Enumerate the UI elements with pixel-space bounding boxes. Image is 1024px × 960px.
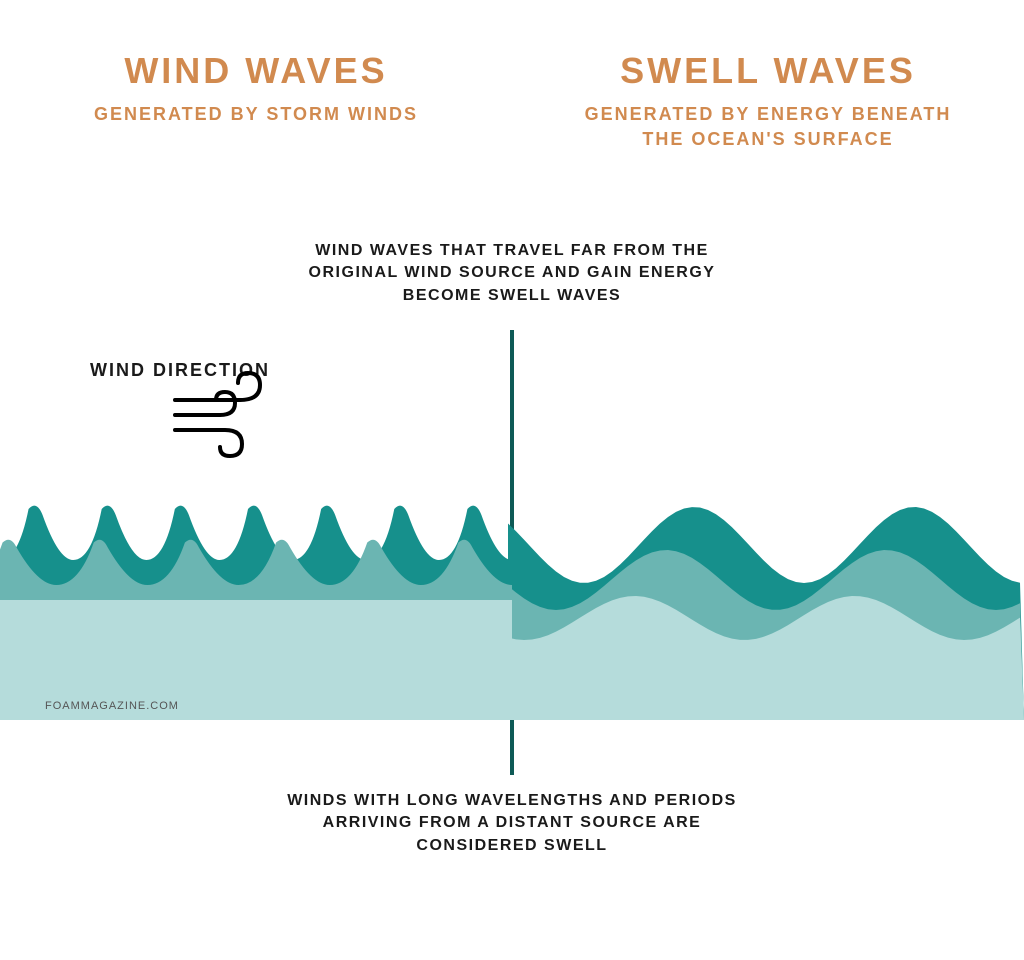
- right-subtitle: GENERATED BY ENERGY BENEATH THE OCEAN'S …: [512, 102, 1024, 152]
- right-header: SWELL WAVES GENERATED BY ENERGY BENEATH …: [512, 50, 1024, 152]
- attribution-text: FOAMMAGAZINE.COM: [45, 700, 179, 712]
- mid-bottom-text: WINDS WITH LONG WAVELENGTHS AND PERIODS …: [287, 790, 737, 857]
- left-title: WIND WAVES: [0, 50, 512, 92]
- wave-illustration: [0, 490, 1024, 720]
- left-subtitle: GENERATED BY STORM WINDS: [0, 102, 512, 127]
- mid-top-text: WIND WAVES THAT TRAVEL FAR FROM THE ORIG…: [309, 240, 716, 307]
- right-title: SWELL WAVES: [512, 50, 1024, 92]
- header-row: WIND WAVES GENERATED BY STORM WINDS SWEL…: [0, 0, 1024, 152]
- wind-icon: [170, 370, 290, 465]
- left-header: WIND WAVES GENERATED BY STORM WINDS: [0, 50, 512, 152]
